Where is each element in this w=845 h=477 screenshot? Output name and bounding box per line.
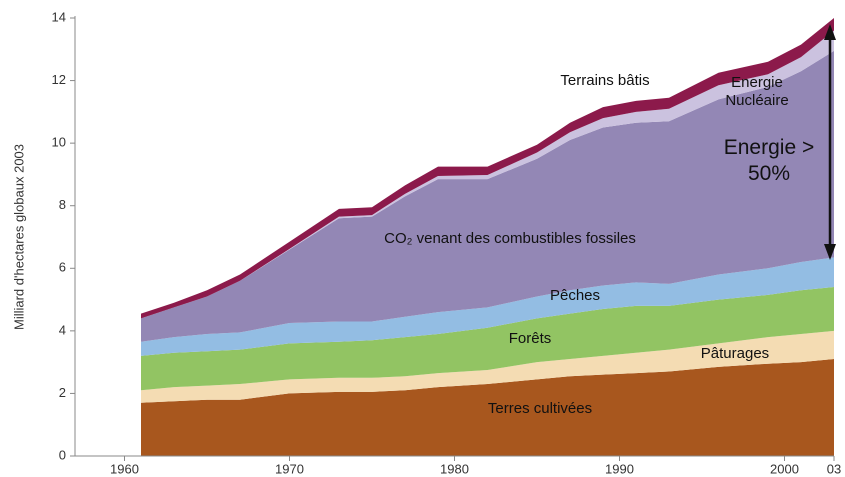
area-series <box>141 330 834 403</box>
area-series <box>141 18 834 319</box>
series-label: Forêts <box>508 330 552 347</box>
y-tick-label: 12 <box>52 72 66 87</box>
y-tick-label: 0 <box>59 447 66 462</box>
y-tick-label: 10 <box>52 135 66 150</box>
y-axis-label: Milliard d'hectares globaux 2003 <box>11 144 26 330</box>
series-label: Energie Nucléaire <box>725 74 789 109</box>
series-label: Terrains bâtis <box>560 72 650 89</box>
series-label: Terres cultivées <box>487 400 593 417</box>
series-label: Pâturages <box>700 345 770 362</box>
arrow-head <box>824 24 836 40</box>
x-tick-label: 1960 <box>110 461 139 476</box>
area-series <box>141 257 834 356</box>
y-tick-label: 4 <box>59 322 66 337</box>
x-tick-label: 03 <box>827 461 841 476</box>
y-tick-label: 2 <box>59 385 66 400</box>
x-tick-label: 1980 <box>440 461 469 476</box>
x-tick-label: 1990 <box>605 461 634 476</box>
area-series <box>141 359 834 456</box>
x-tick-label: 1970 <box>275 461 304 476</box>
arrow-head <box>824 244 836 260</box>
y-tick-label: 8 <box>59 197 66 212</box>
y-tick-label: 14 <box>52 9 66 24</box>
annotation: Energie > 50% <box>723 136 815 185</box>
x-tick-label: 2000 <box>770 461 799 476</box>
area-series <box>141 287 834 391</box>
series-label: Pêches <box>549 287 601 304</box>
area-series <box>141 50 834 342</box>
y-tick-label: 6 <box>59 260 66 275</box>
series-label: CO₂ venant des combustibles fossiles <box>384 230 636 247</box>
